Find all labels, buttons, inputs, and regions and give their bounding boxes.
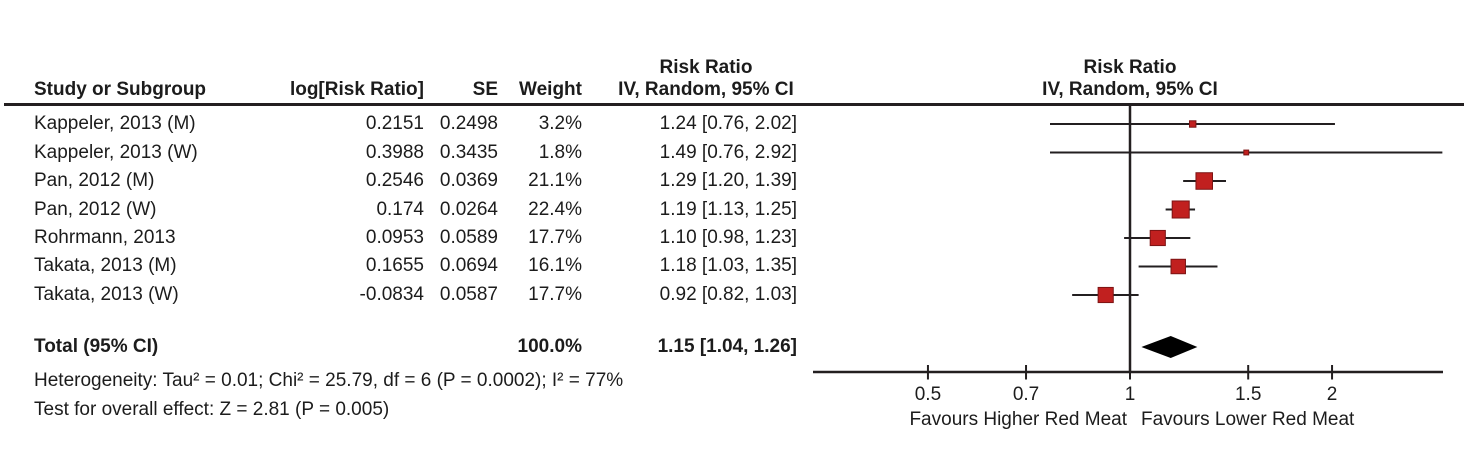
heterogeneity-note: Heterogeneity: Tau² = 0.01; Chi² = 25.79… bbox=[34, 370, 624, 391]
tick-label: 2 bbox=[1327, 384, 1338, 405]
log-rr-value: 0.0953 bbox=[365, 227, 424, 248]
col-header-ci-plot: IV, Random, 95% CI bbox=[1042, 79, 1218, 100]
tick-label: 1 bbox=[1125, 384, 1136, 405]
total-ci-text: 1.15 [1.04, 1.26] bbox=[657, 336, 797, 357]
tick-label: 1.5 bbox=[1235, 384, 1261, 405]
weight-value: 17.7% bbox=[528, 284, 582, 305]
effect-marker bbox=[1195, 172, 1213, 190]
col-header-se: SE bbox=[472, 79, 498, 100]
se-value: 0.0589 bbox=[439, 227, 498, 248]
col-header-log-rr: log[Risk Ratio] bbox=[289, 79, 424, 100]
weight-value: 22.4% bbox=[528, 199, 582, 220]
ci-text: 1.29 [1.20, 1.39] bbox=[659, 170, 797, 191]
log-rr-value: 0.1655 bbox=[365, 255, 424, 276]
weight-value: 21.1% bbox=[528, 170, 582, 191]
ci-text: 1.19 [1.13, 1.25] bbox=[659, 199, 797, 220]
log-rr-value: 0.2546 bbox=[365, 170, 424, 191]
study-name: Takata, 2013 (M) bbox=[34, 255, 177, 276]
text-column-title-risk-ratio: Risk Ratio bbox=[659, 57, 753, 78]
ci-text: 1.24 [0.76, 2.02] bbox=[659, 113, 797, 134]
study-name: Pan, 2012 (W) bbox=[34, 199, 157, 220]
col-header-ci-text: IV, Random, 95% CI bbox=[618, 79, 794, 100]
effect-marker bbox=[1170, 258, 1186, 275]
weight-value: 1.8% bbox=[538, 142, 582, 163]
effect-marker bbox=[1171, 200, 1190, 219]
total-weight: 100.0% bbox=[517, 336, 582, 357]
plot-column-title-risk-ratio: Risk Ratio bbox=[1083, 57, 1177, 78]
effect-marker bbox=[1243, 149, 1250, 156]
effect-marker bbox=[1188, 120, 1197, 128]
tick-label: 0.7 bbox=[1013, 384, 1039, 405]
log-rr-value: 0.174 bbox=[376, 199, 424, 220]
ci-text: 0.92 [0.82, 1.03] bbox=[659, 284, 797, 305]
se-value: 0.0369 bbox=[439, 170, 498, 191]
effect-marker bbox=[1097, 286, 1114, 304]
favours-left-label: Favours Higher Red Meat bbox=[909, 409, 1127, 430]
col-header-weight: Weight bbox=[519, 79, 582, 100]
study-name: Rohrmann, 2013 bbox=[34, 227, 176, 248]
study-name: Kappeler, 2013 (M) bbox=[34, 113, 196, 134]
study-name: Takata, 2013 (W) bbox=[34, 284, 179, 305]
col-header-study: Study or Subgroup bbox=[34, 79, 207, 100]
se-value: 0.0694 bbox=[439, 255, 498, 276]
log-rr-value: 0.3988 bbox=[365, 142, 424, 163]
ci-text: 1.49 [0.76, 2.92] bbox=[659, 142, 797, 163]
ci-text: 1.18 [1.03, 1.35] bbox=[659, 255, 797, 276]
tick-label: 0.5 bbox=[915, 384, 941, 405]
se-value: 0.0264 bbox=[439, 199, 498, 220]
header-divider-line bbox=[4, 103, 1464, 106]
study-name: Pan, 2012 (M) bbox=[34, 170, 155, 191]
se-value: 0.3435 bbox=[439, 142, 498, 163]
effect-marker bbox=[1149, 229, 1166, 247]
weight-value: 16.1% bbox=[528, 255, 582, 276]
weight-value: 17.7% bbox=[528, 227, 582, 248]
weight-value: 3.2% bbox=[538, 113, 582, 134]
se-value: 0.2498 bbox=[439, 113, 498, 134]
ci-text: 1.10 [0.98, 1.23] bbox=[659, 227, 797, 248]
se-value: 0.0587 bbox=[439, 284, 498, 305]
total-diamond bbox=[1141, 336, 1198, 358]
log-rr-value: -0.0834 bbox=[359, 284, 424, 305]
total-label: Total (95% CI) bbox=[34, 336, 159, 357]
overall-effect-note: Test for overall effect: Z = 2.81 (P = 0… bbox=[34, 399, 390, 420]
study-name: Kappeler, 2013 (W) bbox=[34, 142, 198, 163]
favours-right-label: Favours Lower Red Meat bbox=[1141, 409, 1355, 430]
log-rr-value: 0.2151 bbox=[365, 113, 424, 134]
